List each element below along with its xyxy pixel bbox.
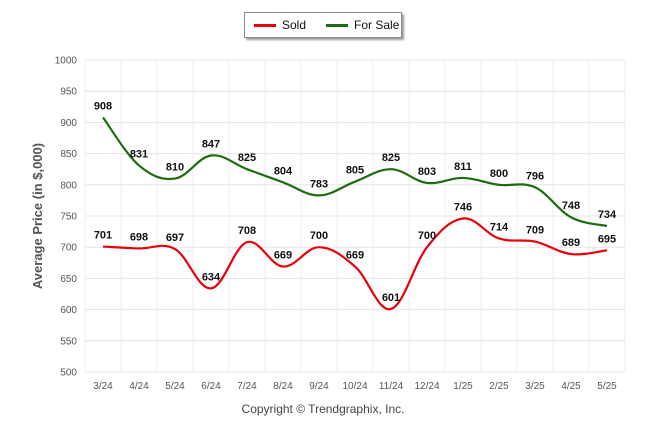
data-label-sold: 714 (490, 221, 509, 233)
data-label-for-sale: 908 (94, 100, 112, 112)
data-label-sold: 669 (346, 250, 364, 262)
x-tick-label: 5/24 (165, 381, 185, 392)
series-line-for-sale (102, 116, 608, 228)
data-label-sold: 746 (454, 201, 472, 213)
data-label-sold: 708 (238, 225, 256, 237)
data-label-sold: 669 (274, 250, 292, 262)
data-label-sold: 601 (382, 292, 400, 304)
y-tick-label: 700 (60, 243, 77, 254)
x-tick-label: 7/24 (237, 381, 257, 392)
x-tick-label: 3/25 (525, 381, 545, 392)
legend-label-for-sale: For Sale (354, 18, 400, 32)
data-label-sold: 709 (526, 225, 544, 237)
data-label-sold: 697 (166, 232, 184, 244)
gridlines (84, 59, 626, 373)
x-tick-label: 10/24 (342, 381, 367, 392)
data-label-for-sale: 805 (346, 165, 364, 177)
y-tick-label: 600 (60, 305, 77, 316)
data-label-sold: 695 (598, 233, 616, 245)
series-line-sold (102, 217, 608, 311)
data-label-sold: 701 (94, 230, 112, 242)
y-tick-label: 900 (60, 118, 77, 129)
x-tick-label: 2/25 (489, 381, 509, 392)
y-tick-label: 550 (60, 336, 77, 347)
x-tick-label: 4/24 (129, 381, 149, 392)
data-labels: 701 698 697 634 708 669 700 669 601 700 746 714 709 6… (94, 100, 617, 304)
legend-item-sold[interactable]: Sold (254, 18, 306, 32)
data-label-for-sale: 847 (202, 138, 220, 150)
x-tick-label: 5/25 (597, 381, 617, 392)
data-label-for-sale: 734 (598, 209, 617, 221)
x-tick-label: 3/24 (93, 381, 113, 392)
y-tick-label: 850 (60, 149, 77, 160)
x-tick-label: 8/24 (273, 381, 293, 392)
y-tick-label: 950 (60, 87, 77, 98)
data-label-for-sale: 783 (310, 178, 328, 190)
legend: Sold For Sale (244, 12, 402, 38)
y-tick-label: 650 (60, 274, 77, 285)
data-label-for-sale: 748 (562, 200, 580, 212)
data-label-sold: 634 (202, 271, 221, 283)
x-axis-ticks: 3/24 4/24 5/24 6/24 7/24 8/24 9/24 10/24 11/24 12… (93, 381, 617, 392)
y-tick-label: 750 (60, 212, 77, 223)
x-tick-label: 1/25 (453, 381, 473, 392)
data-label-sold: 700 (310, 230, 328, 242)
y-tick-label: 500 (60, 368, 77, 379)
x-tick-label: 12/24 (414, 381, 439, 392)
data-label-for-sale: 831 (130, 148, 148, 160)
legend-item-for-sale[interactable]: For Sale (326, 18, 399, 32)
data-label-for-sale: 810 (166, 162, 184, 174)
data-label-for-sale: 800 (490, 168, 508, 180)
x-tick-label: 4/25 (561, 381, 581, 392)
x-tick-label: 6/24 (201, 381, 221, 392)
data-label-sold: 700 (418, 230, 436, 242)
data-label-for-sale: 796 (526, 170, 544, 182)
legend-swatch-sold (254, 23, 276, 27)
y-tick-label: 1000 (55, 56, 78, 67)
data-label-for-sale: 825 (238, 152, 256, 164)
copyright-text: Copyright © Trendgraphix, Inc. (241, 402, 405, 416)
data-label-for-sale: 804 (274, 165, 293, 177)
legend-swatch-for-sale (326, 23, 349, 27)
y-tick-label: 800 (60, 180, 77, 191)
data-label-sold: 689 (562, 237, 580, 249)
data-label-for-sale: 811 (454, 161, 472, 173)
y-axis-label: Average Price (in $,000) (30, 143, 45, 289)
data-label-for-sale: 803 (418, 166, 436, 178)
series-lines (102, 116, 608, 311)
x-tick-label: 11/24 (379, 381, 404, 392)
x-tick-label: 9/24 (309, 381, 329, 392)
y-axis-ticks: 500 550 600 650 700 750 800 850 900 950 1000 (55, 56, 78, 379)
data-label-sold: 698 (130, 231, 148, 243)
legend-label-sold: Sold (282, 18, 307, 32)
data-label-for-sale: 825 (382, 152, 400, 164)
